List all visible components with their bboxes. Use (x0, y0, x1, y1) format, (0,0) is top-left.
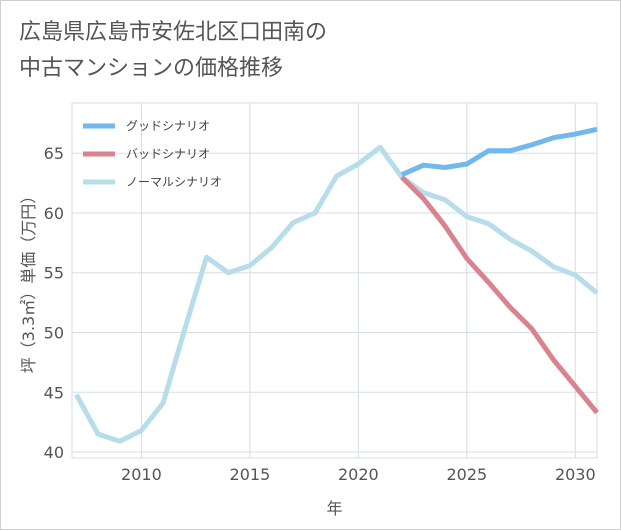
legend-label-normal: ノーマルシナリオ (126, 175, 222, 189)
y-axis-title: 坪（3.3㎡）単価（万円） (19, 188, 38, 373)
chart-title: 広島県広島市安佐北区口田南の 中古マンションの価格推移 (19, 15, 599, 87)
y-tick-label-65: 65 (44, 144, 64, 163)
x-tick-label-2015: 2015 (230, 465, 271, 484)
x-tick-label-2010: 2010 (121, 465, 162, 484)
chart-title-line1: 広島県広島市安佐北区口田南の (19, 20, 328, 45)
legend-label-bad: バッドシナリオ (126, 147, 210, 161)
legend-label-good: グッドシナリオ (126, 119, 210, 133)
y-tick-label-45: 45 (44, 383, 64, 402)
x-tick-labels: 2010 2015 2020 2025 2030 (121, 465, 596, 484)
series-line-normal (74, 144, 599, 444)
y-tick-label-55: 55 (44, 264, 64, 283)
x-tick-label-2020: 2020 (338, 465, 379, 484)
x-tick-label-2025: 2025 (446, 465, 487, 484)
series-line-bad (400, 175, 599, 415)
y-tick-label-50: 50 (44, 323, 64, 342)
y-tick-label-60: 60 (44, 204, 64, 223)
y-tick-label-40: 40 (44, 443, 64, 462)
y-tick-labels: 40 45 50 55 60 65 (44, 144, 64, 462)
chart-title-line2: 中古マンションの価格推移 (19, 56, 284, 81)
x-tick-label-2030: 2030 (555, 465, 596, 484)
series-lines (74, 126, 599, 444)
x-axis-title: 年 (326, 499, 342, 518)
plot-border (71, 102, 598, 459)
series-line-good (400, 126, 598, 177)
